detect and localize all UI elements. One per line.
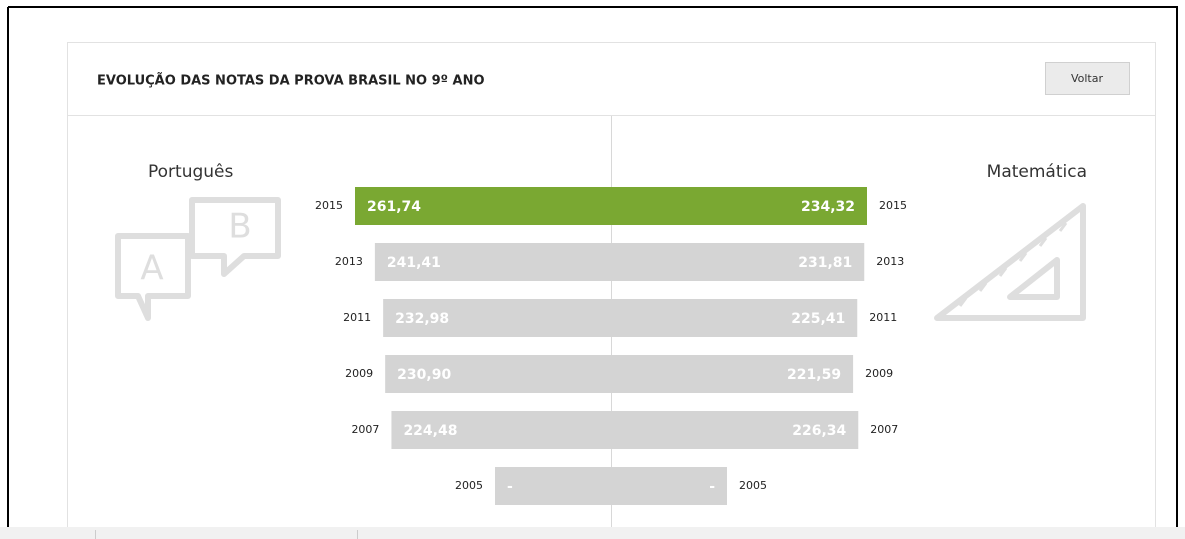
year-label: 2009	[865, 367, 893, 380]
year-label: 2015	[879, 199, 907, 212]
bar	[611, 243, 865, 281]
bar	[383, 299, 611, 337]
year-label: 2005	[455, 479, 483, 492]
year-label: 2005	[739, 479, 767, 492]
value-label: 226,34	[792, 423, 846, 439]
svg-text:B: B	[228, 207, 251, 247]
value-label: 234,32	[801, 199, 855, 215]
value-label: 231,81	[798, 255, 852, 271]
year-label: 2009	[345, 367, 373, 380]
year-label: 2013	[335, 255, 363, 268]
bar	[611, 467, 727, 505]
value-label: 261,74	[367, 199, 421, 215]
bar	[495, 467, 611, 505]
year-label: 2007	[870, 423, 898, 436]
value-label: -	[507, 479, 513, 495]
card-title: EVOLUÇÃO DAS NOTAS DA PROVA BRASIL NO 9º…	[97, 73, 485, 89]
value-label: -	[709, 479, 715, 495]
value-label: 224,48	[403, 423, 457, 439]
value-label: 221,59	[787, 367, 841, 383]
year-label: 2011	[869, 311, 897, 324]
back-button-label[interactable]: Voltar	[1071, 72, 1104, 85]
abc-icon: A B	[115, 197, 281, 321]
bar	[355, 187, 611, 225]
series-title-right: Matemática	[987, 162, 1087, 182]
value-label: 241,41	[387, 255, 441, 271]
bottom-bar	[0, 527, 1185, 539]
value-label: 230,90	[397, 367, 451, 383]
bar	[385, 355, 611, 393]
svg-text:A: A	[140, 249, 163, 289]
value-label: 225,41	[791, 311, 845, 327]
bar	[374, 243, 611, 281]
bar	[611, 299, 858, 337]
bar	[611, 187, 867, 225]
bar	[391, 411, 611, 449]
back-button[interactable]	[1045, 62, 1130, 95]
value-label: 232,98	[395, 311, 449, 327]
year-label: 2007	[351, 423, 379, 436]
year-label: 2011	[343, 311, 371, 324]
bar	[611, 355, 854, 393]
bar	[611, 411, 859, 449]
year-label: 2015	[315, 199, 343, 212]
ruler-icon	[934, 203, 1086, 321]
year-label: 2013	[876, 255, 904, 268]
series-title-left: Português	[148, 162, 234, 182]
